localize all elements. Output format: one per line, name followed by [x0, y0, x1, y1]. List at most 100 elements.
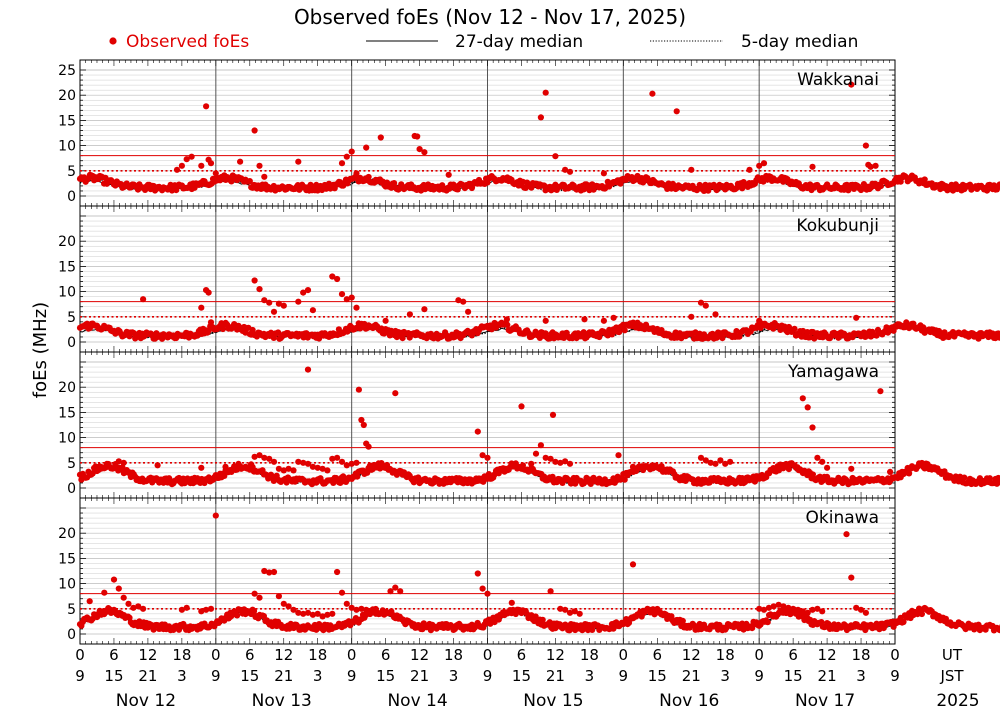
observed-point: [365, 443, 372, 450]
jst-tick-label: 9: [619, 667, 629, 685]
observed-point: [115, 458, 122, 465]
observed-point: [961, 474, 968, 481]
observed-point: [304, 609, 312, 616]
observed-point: [275, 300, 282, 307]
jst-tick-label: 9: [890, 667, 900, 685]
observed-point: [562, 166, 569, 173]
observed-point: [756, 317, 763, 324]
observed-point: [334, 454, 341, 461]
observed-point: [237, 158, 244, 165]
x-axis: 0 6 12 18 0 6 12 18 0 6 12 18 0 6 12 18 0 6 12 18 0 6 12 18 0 9 15…: [75, 646, 979, 711]
observed-point: [673, 108, 680, 115]
observed-point: [290, 606, 297, 613]
observed-point: [304, 287, 312, 294]
y-tick-label: 10: [58, 431, 76, 447]
observed-point: [178, 606, 185, 613]
observed-point: [275, 465, 282, 472]
observed-point: [86, 598, 93, 605]
observed-point: [343, 296, 350, 303]
observed-point: [528, 460, 535, 467]
observed-point: [867, 163, 874, 170]
legend: Observed foEs 27-day median 5-day median: [109, 32, 858, 52]
jst-tick-label: 15: [784, 667, 803, 685]
observed-point: [329, 455, 336, 462]
observed-point: [621, 476, 628, 483]
observed-point: [765, 604, 773, 611]
observed-point: [275, 593, 282, 600]
jst-tick-label: 21: [138, 667, 157, 685]
observed-point: [799, 608, 806, 615]
panel-kokubunji: 0 5 10 15 20 Kokubunji: [58, 205, 1000, 353]
observed-point: [314, 464, 321, 471]
observed-point: [343, 153, 350, 160]
observed-point: [222, 463, 229, 470]
observed-point: [198, 304, 205, 311]
jst-tick-label: 9: [754, 667, 764, 685]
day-label: Nov 14: [387, 691, 447, 711]
observed-point: [445, 171, 452, 178]
observed-point: [256, 452, 263, 459]
y-tick-label: 0: [67, 627, 76, 643]
observed-point: [280, 467, 287, 474]
observed-point: [135, 603, 142, 610]
observed-point: [285, 465, 292, 472]
observed-point: [557, 605, 564, 612]
observed-point: [382, 317, 389, 324]
observed-point: [921, 176, 928, 183]
observed-point: [862, 609, 870, 616]
y-axis-label: foEs (MHz): [30, 302, 51, 398]
observed-point: [261, 454, 268, 461]
observed-point: [338, 291, 346, 298]
observed-point: [334, 275, 341, 283]
observed-point: [178, 162, 185, 169]
observed-point: [918, 610, 926, 618]
observed-point: [877, 183, 885, 190]
observed-point: [251, 277, 258, 284]
ut-tick-label: 0: [890, 646, 900, 664]
observed-point: [712, 311, 719, 318]
jst-tick-label: 15: [648, 667, 667, 685]
observed-point: [115, 585, 122, 592]
y-tick-label: 20: [58, 234, 76, 250]
observed-point: [785, 604, 792, 611]
observed-point: [465, 308, 472, 315]
observed-point: [785, 466, 793, 473]
y-tick-label: 10: [58, 139, 76, 155]
observed-point: [363, 606, 370, 613]
observed-point: [406, 311, 413, 318]
observed-point: [256, 162, 263, 169]
observed-point: [290, 467, 297, 474]
observed-point: [354, 473, 361, 480]
observed-point: [804, 609, 811, 616]
observed-point: [183, 604, 190, 611]
y-tick-label: 10: [58, 285, 76, 301]
observed-point: [270, 308, 278, 315]
legend-observed-label: Observed foEs: [126, 32, 249, 52]
observed-point: [799, 395, 806, 402]
observed-point: [484, 590, 491, 597]
ut-tick-label: 6: [381, 646, 391, 664]
jst-tick-label: 3: [585, 667, 595, 685]
observed-point: [343, 462, 350, 469]
y-tick-label: 20: [58, 88, 76, 104]
observed-point: [198, 608, 205, 615]
observed-point: [173, 166, 181, 173]
ut-tick-label: 12: [274, 646, 293, 664]
observed-point: [348, 460, 355, 467]
observed-point: [727, 458, 734, 465]
observed-point: [872, 162, 879, 169]
ut-tick-label: 0: [483, 646, 493, 664]
station-label: Kokubunji: [796, 216, 879, 236]
observed-point: [329, 610, 336, 617]
observed-point: [198, 162, 205, 169]
observed-point: [460, 298, 467, 305]
observed-point: [348, 294, 355, 301]
observed-point: [251, 127, 258, 134]
observed-point: [270, 568, 278, 576]
observed-point: [338, 589, 346, 596]
observed-point: [358, 605, 365, 612]
observed-point: [679, 617, 686, 625]
observed-point: [368, 609, 375, 616]
observed-point: [819, 608, 826, 615]
observed-point: [542, 454, 549, 461]
